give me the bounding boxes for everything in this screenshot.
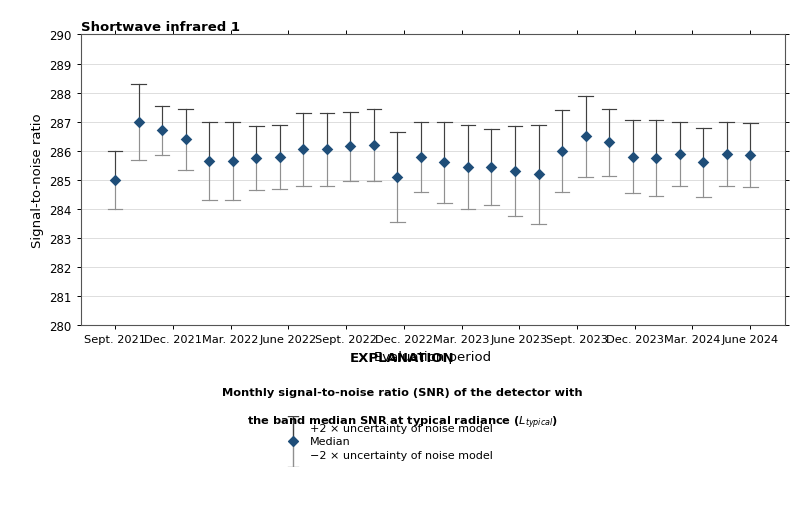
Y-axis label: Signal-to-noise ratio: Signal-to-noise ratio	[31, 113, 43, 248]
Point	[438, 159, 451, 167]
Text: EXPLANATION: EXPLANATION	[350, 351, 455, 364]
Point	[320, 146, 333, 154]
Point	[367, 142, 380, 150]
Point	[461, 164, 474, 172]
Text: Monthly signal-to-noise ratio (SNR) of the detector with: Monthly signal-to-noise ratio (SNR) of t…	[222, 387, 583, 397]
Point	[180, 136, 192, 144]
Point	[155, 127, 168, 135]
X-axis label: Evaluation period: Evaluation period	[374, 350, 491, 363]
Point	[415, 153, 427, 161]
Point	[650, 155, 663, 163]
Text: −2 × uncertainty of noise model: −2 × uncertainty of noise model	[310, 450, 493, 460]
Point	[274, 153, 287, 161]
Point	[287, 437, 299, 445]
Point	[132, 118, 145, 126]
Point	[626, 153, 639, 161]
Point	[603, 139, 616, 147]
Point	[485, 164, 498, 172]
Point	[391, 174, 404, 182]
Point	[297, 146, 310, 154]
Point	[250, 155, 262, 163]
Point	[509, 168, 522, 176]
Point	[226, 158, 239, 166]
Point	[109, 176, 122, 184]
Point	[532, 171, 545, 179]
Text: Shortwave infrared 1: Shortwave infrared 1	[80, 21, 240, 34]
Point	[697, 159, 710, 167]
Point	[344, 143, 357, 151]
Point	[673, 150, 686, 159]
Point	[203, 158, 216, 166]
Text: the band median SNR at typical radiance ($\mathit{L}_{typical}$): the band median SNR at typical radiance …	[247, 414, 558, 430]
Point	[555, 147, 568, 156]
Text: +2 × uncertainty of noise model: +2 × uncertainty of noise model	[310, 423, 493, 433]
Point	[744, 152, 757, 160]
Point	[579, 133, 592, 141]
Text: Median: Median	[310, 436, 351, 446]
Point	[720, 150, 733, 159]
